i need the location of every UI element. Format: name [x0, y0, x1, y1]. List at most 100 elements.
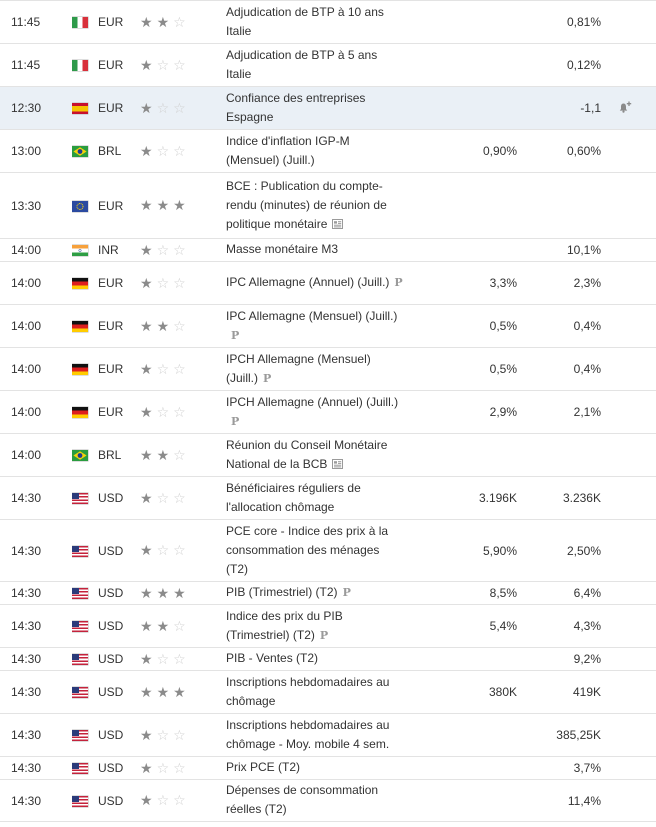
event-name[interactable]: Indice d'inflation IGP-M (Mensuel) (Juil…: [226, 133, 350, 167]
event-time: 13:30: [11, 198, 42, 213]
event-row[interactable]: 12:30 EUR ★☆☆ Confiance des entreprises …: [0, 86, 656, 130]
star-empty-icon: ☆: [156, 241, 174, 258]
star-filled-icon: ★: [140, 274, 157, 291]
event-row[interactable]: 14:00 EUR ★★☆ IPC Allemagne (Mensuel) (J…: [0, 305, 656, 348]
event-row[interactable]: 14:30 USD ★☆☆ Dépenses de consommation r…: [0, 780, 656, 822]
country-flag-cell: [72, 757, 98, 780]
event-name[interactable]: IPCH Allemagne (Mensuel) (Juill.): [226, 351, 371, 385]
event-name[interactable]: IPC Allemagne (Annuel) (Juill.): [226, 275, 390, 289]
event-name[interactable]: Prix PCE (T2): [226, 760, 301, 774]
event-time: 14:30: [11, 543, 42, 558]
event-row[interactable]: 14:00 EUR ★☆☆ IPCH Allemagne (Mensuel) (…: [0, 348, 656, 391]
event-name[interactable]: IPC Allemagne (Mensuel) (Juill.): [226, 308, 398, 323]
event-row[interactable]: 14:30 USD ★☆☆ PIB - Ventes (T2) 9,2%: [0, 648, 656, 671]
star-filled-icon: ★: [140, 142, 157, 159]
event-name[interactable]: Masse monétaire M3: [226, 242, 339, 256]
document-icon[interactable]: [332, 458, 344, 469]
event-name[interactable]: Inscriptions hebdomadaires au chômage - …: [226, 717, 390, 751]
alert-cell: [616, 1, 656, 44]
country-flag-cell: [72, 714, 98, 757]
country-flag-cell: [72, 582, 98, 605]
event-cell: IPC Allemagne (Mensuel) (Juill.) P: [226, 305, 404, 348]
importance-stars: ★☆☆: [138, 44, 226, 87]
event-forecast: 0,5%: [489, 362, 517, 376]
importance-stars: ★☆☆: [138, 130, 226, 173]
event-row[interactable]: 13:00 BRL ★☆☆ Indice d'inflation IGP-M (…: [0, 130, 656, 173]
event-row[interactable]: 14:00 BRL ★★☆ Réunion du Conseil Monétai…: [0, 434, 656, 477]
event-currency: EUR: [98, 15, 124, 29]
event-currency: EUR: [98, 276, 124, 290]
germany-flag-icon: [72, 407, 88, 419]
event-currency: USD: [98, 543, 124, 558]
event-time: 14:30: [11, 685, 42, 699]
event-forecast: 5,90%: [482, 543, 517, 558]
event-cell: PIB - Ventes (T2): [226, 648, 404, 671]
star-filled-icon: ★: [140, 759, 157, 776]
event-name[interactable]: Adjudication de BTP à 5 ans Italie: [226, 47, 378, 81]
document-icon[interactable]: [332, 218, 344, 229]
event-name[interactable]: BCE : Publication du compte-rendu (minut…: [226, 178, 387, 231]
event-row[interactable]: 11:45 EUR ★☆☆ Adjudication de BTP à 5 an…: [0, 44, 656, 87]
us-flag-icon: [72, 545, 88, 557]
event-row[interactable]: 14:30 USD ★★☆ Indice des prix du PIB (Tr…: [0, 605, 656, 648]
event-time: 14:30: [11, 761, 42, 775]
event-name[interactable]: Inscriptions hebdomadaires au chômage: [226, 674, 390, 708]
event-name[interactable]: PIB - Ventes (T2): [226, 651, 319, 665]
event-name[interactable]: Confiance des entreprises Espagne: [226, 90, 366, 124]
event-name[interactable]: Adjudication de BTP à 10 ans Italie: [226, 4, 384, 38]
us-flag-icon: [72, 588, 88, 600]
event-row[interactable]: 14:30 USD ★☆☆ Prix PCE (T2) 3,7%: [0, 757, 656, 780]
event-currency: USD: [98, 793, 124, 808]
event-cell: PIB (Trimestriel) (T2) P: [226, 582, 404, 605]
country-flag-cell: [72, 130, 98, 173]
event-row[interactable]: 14:30 USD ★★★ Inscriptions hebdomadaires…: [0, 671, 656, 714]
alert-cell: [616, 239, 656, 262]
event-previous: 0,4%: [573, 362, 601, 376]
importance-stars: ★★★: [138, 173, 226, 239]
event-cell: Adjudication de BTP à 5 ans Italie: [226, 44, 404, 87]
star-empty-icon: ☆: [156, 403, 174, 420]
country-flag-cell: [72, 348, 98, 391]
event-row[interactable]: 11:45 EUR ★★☆ Adjudication de BTP à 10 a…: [0, 0, 656, 44]
bell-add-icon[interactable]: [618, 100, 632, 114]
event-row[interactable]: 14:00 EUR ★☆☆ IPCH Allemagne (Annuel) (J…: [0, 391, 656, 434]
event-forecast: [404, 780, 532, 822]
event-name[interactable]: Indice des prix du PIB (Trimestriel) (T2…: [226, 608, 343, 642]
event-name[interactable]: Bénéficiaires réguliers de l'allocation …: [226, 480, 361, 514]
event-name[interactable]: PIB (Trimestriel) (T2): [226, 585, 338, 599]
event-name[interactable]: IPCH Allemagne (Annuel) (Juill.): [226, 394, 399, 409]
alert-cell: [616, 520, 656, 582]
event-time: 14:00: [11, 276, 42, 290]
event-row[interactable]: 13:30 EUR ★★★ BCE : Publication du compt…: [0, 173, 656, 239]
event-time: 14:00: [11, 448, 42, 462]
event-previous: 0,12%: [566, 58, 601, 72]
importance-stars: ★★☆: [138, 1, 226, 44]
star-filled-icon: ★: [173, 584, 190, 601]
star-empty-icon: ☆: [156, 650, 174, 667]
event-row[interactable]: 14:30 USD ★☆☆ Inscriptions hebdomadaires…: [0, 714, 656, 757]
importance-stars: ★☆☆: [138, 262, 226, 305]
event-row[interactable]: 14:00 INR ★☆☆ Masse monétaire M3 10,1%: [0, 239, 656, 262]
event-forecast: [404, 1, 532, 44]
alert-cell: [616, 44, 656, 87]
event-name[interactable]: Dépenses de consommation réelles (T2): [226, 783, 379, 816]
star-empty-icon: ☆: [156, 726, 174, 743]
star-empty-icon: ☆: [173, 56, 190, 73]
event-forecast: [404, 44, 532, 87]
star-filled-icon: ★: [156, 683, 174, 700]
star-filled-icon: ★: [140, 446, 157, 463]
star-filled-icon: ★: [140, 726, 157, 743]
event-name[interactable]: Réunion du Conseil Monétaire National de…: [226, 437, 388, 471]
event-previous: 2,50%: [566, 543, 601, 558]
event-row[interactable]: 14:30 USD ★★★ PIB (Trimestriel) (T2) P 8,…: [0, 582, 656, 605]
preliminary-p-icon: P: [231, 414, 240, 428]
event-row[interactable]: 14:30 USD ★☆☆ PCE core - Indice des prix…: [0, 520, 656, 582]
us-flag-icon: [72, 654, 88, 666]
importance-stars: ★☆☆: [138, 477, 226, 520]
event-name[interactable]: PCE core - Indice des prix à la consomma…: [226, 523, 389, 576]
star-empty-icon: ☆: [156, 489, 174, 506]
event-previous: 0,60%: [566, 144, 601, 158]
event-row[interactable]: 14:00 EUR ★☆☆ IPC Allemagne (Annuel) (Ju…: [0, 262, 656, 305]
event-row[interactable]: 14:30 USD ★☆☆ Bénéficiaires réguliers de…: [0, 477, 656, 520]
